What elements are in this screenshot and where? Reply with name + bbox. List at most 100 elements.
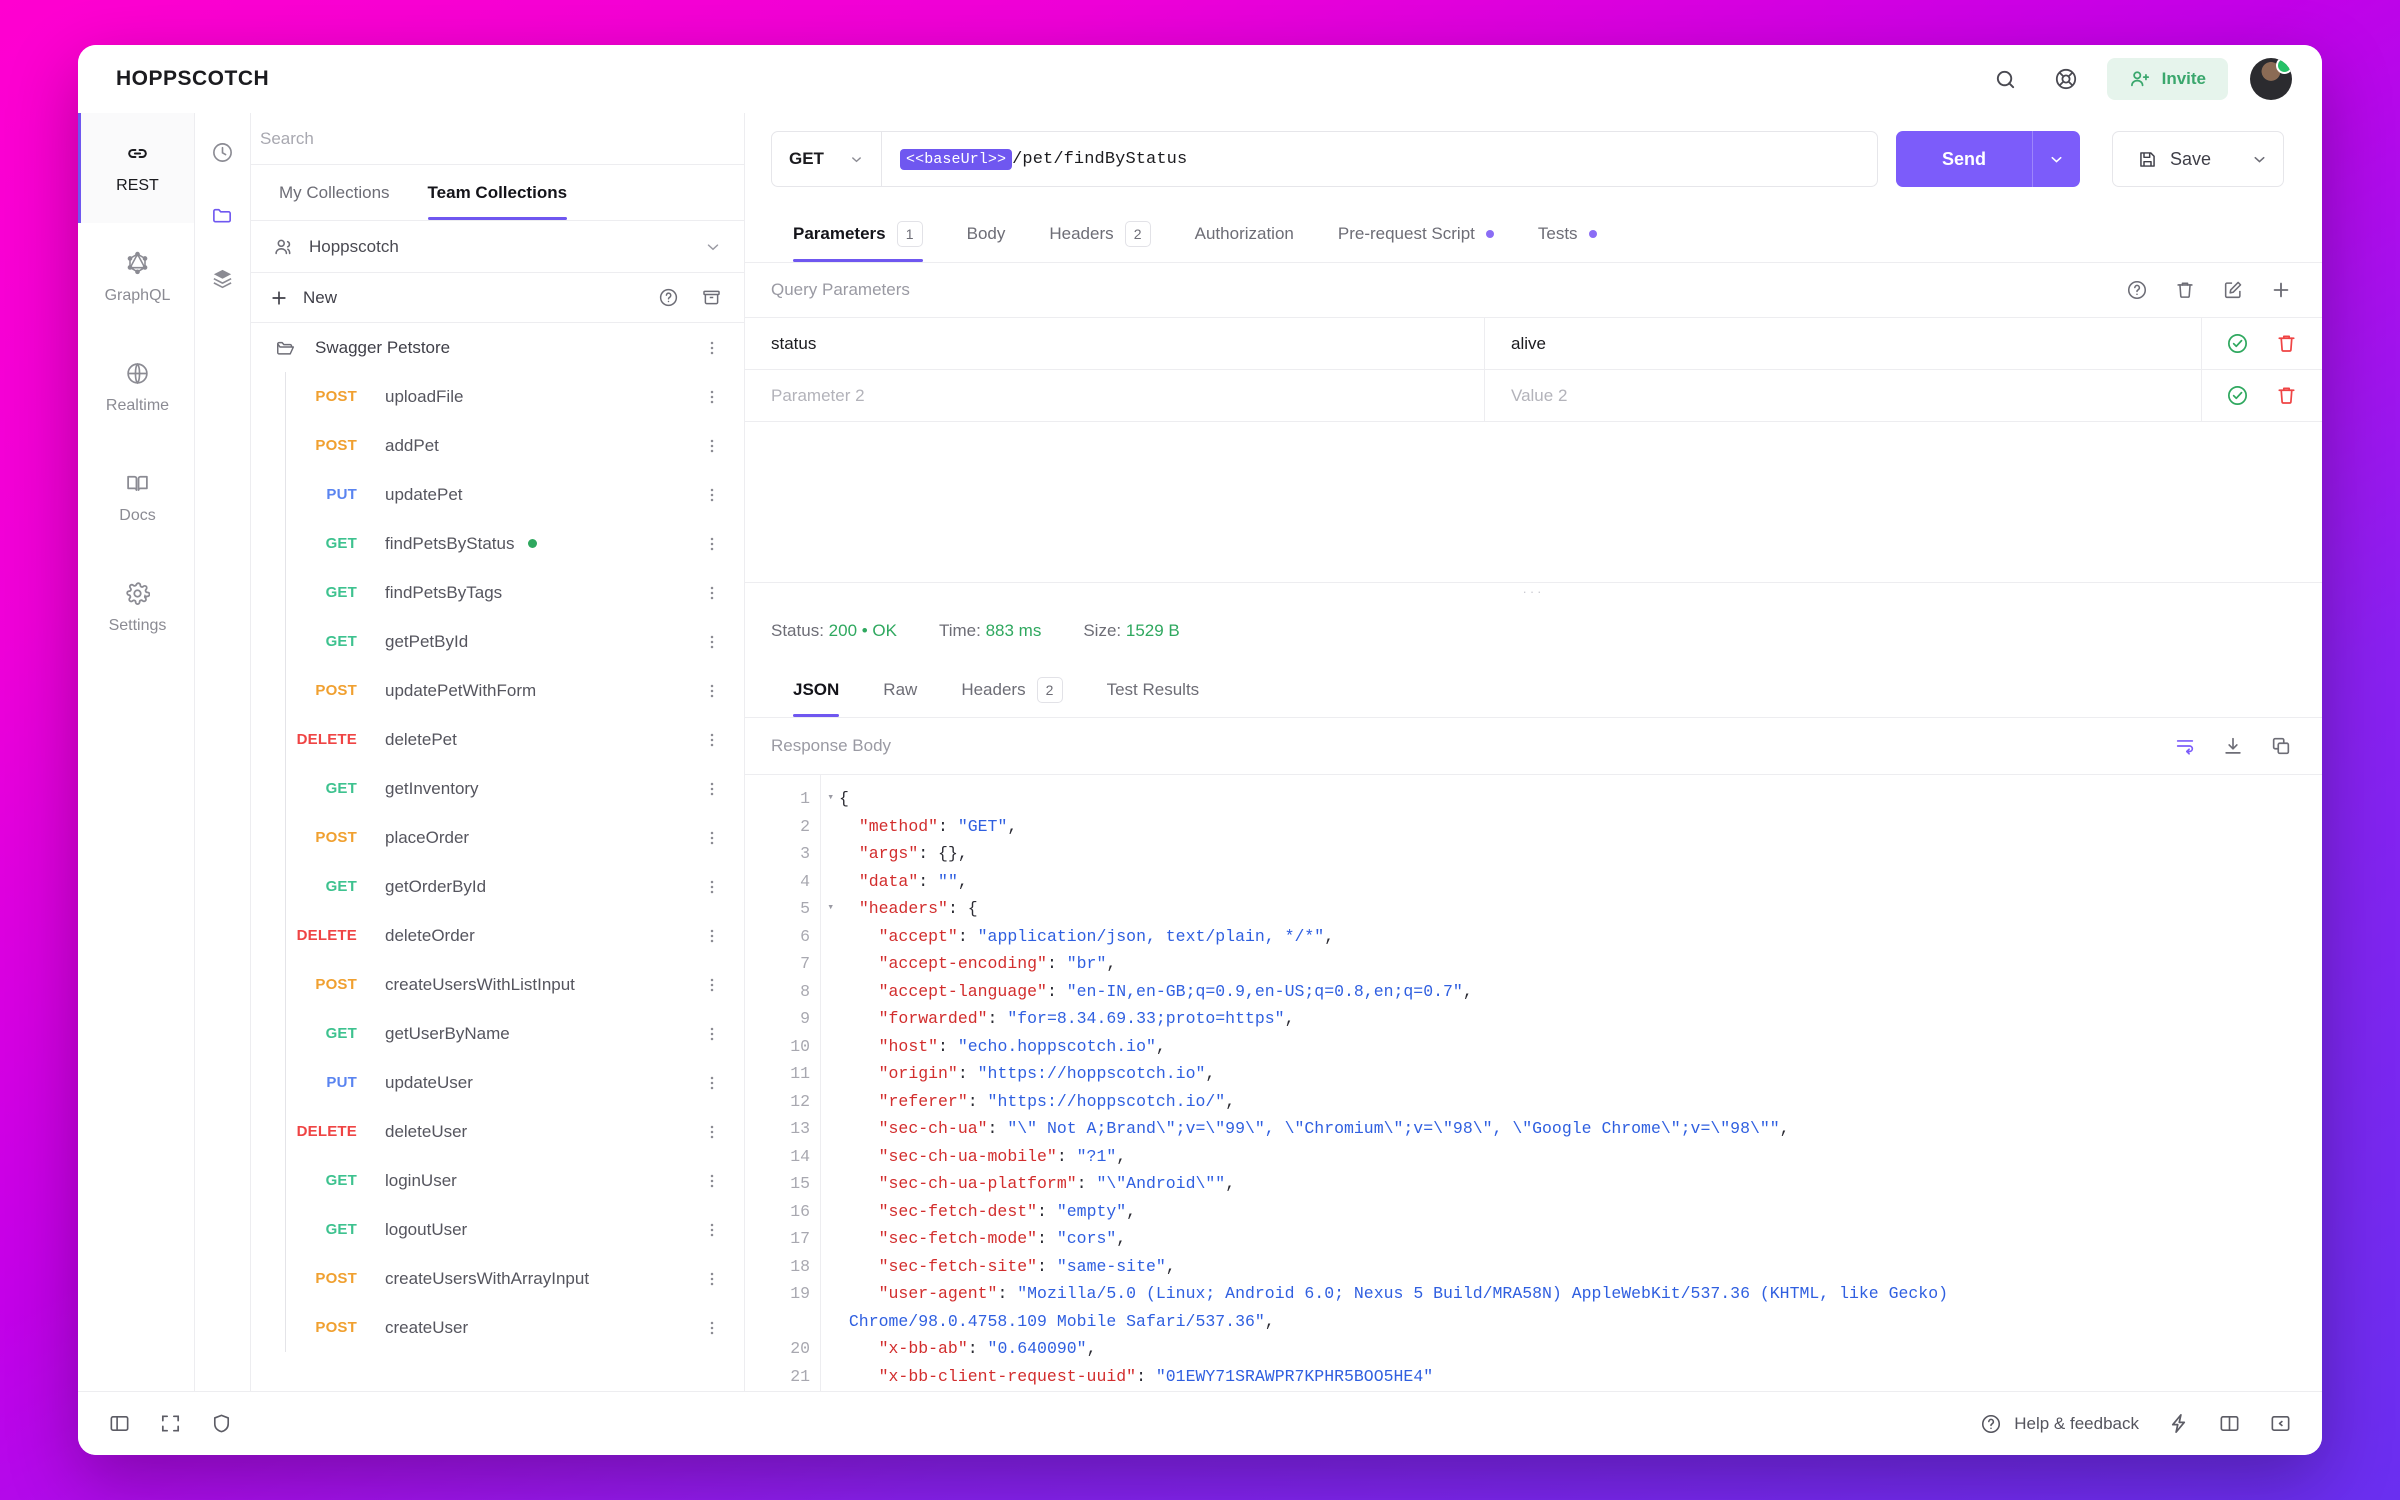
send-options-icon[interactable] (2031, 131, 2080, 187)
tab-authorization[interactable]: Authorization (1173, 205, 1316, 262)
request-list-item[interactable]: POST updatePetWithForm (285, 666, 744, 715)
delete-all-icon[interactable] (2174, 279, 2196, 301)
tab-my-collections[interactable]: My Collections (279, 182, 390, 202)
edit-icon[interactable] (2222, 279, 2244, 301)
sidebar-item-realtime[interactable]: Realtime (78, 333, 194, 443)
save-button[interactable]: Save (2113, 132, 2235, 186)
clock-icon[interactable] (211, 141, 234, 164)
sidebar-item-rest[interactable]: REST (78, 113, 194, 223)
more-options-icon[interactable] (702, 1220, 722, 1240)
request-list-item[interactable]: GET getUserByName (285, 1009, 744, 1058)
more-options-icon[interactable] (702, 632, 722, 652)
request-list-item[interactable]: PUT updateUser (285, 1058, 744, 1107)
more-options-icon[interactable] (702, 387, 722, 407)
more-options-icon[interactable] (702, 1073, 722, 1093)
help-circle-icon[interactable] (2126, 279, 2148, 301)
request-list-item[interactable]: GET getInventory (285, 764, 744, 813)
more-options-icon[interactable] (702, 1171, 722, 1191)
download-icon[interactable] (2222, 735, 2244, 757)
request-list-item[interactable]: GET loginUser (285, 1156, 744, 1205)
tab-body[interactable]: Body (945, 205, 1028, 262)
add-parameter-icon[interactable] (2270, 279, 2292, 301)
more-options-icon[interactable] (702, 436, 722, 456)
archive-icon[interactable] (701, 287, 722, 308)
fold-toggle-icon[interactable]: ▾ (827, 792, 834, 804)
more-options-icon[interactable] (702, 1318, 722, 1338)
request-list-item[interactable]: GET findPetsByStatus (285, 519, 744, 568)
parameter-value-input[interactable]: Value 2 (1485, 370, 2202, 421)
more-options-icon[interactable] (702, 779, 722, 799)
request-list-item[interactable]: POST placeOrder (285, 813, 744, 862)
tab-test-results[interactable]: Test Results (1085, 662, 1222, 717)
new-button[interactable]: New (303, 287, 338, 307)
toggle-parameter-icon[interactable] (2226, 384, 2249, 407)
delete-parameter-icon[interactable] (2275, 332, 2298, 355)
more-options-icon[interactable] (702, 681, 722, 701)
tab-team-collections[interactable]: Team Collections (409, 165, 587, 220)
parameter-key-input[interactable]: Parameter 2 (745, 370, 1485, 421)
more-options-icon[interactable] (702, 583, 722, 603)
sidebar-item-docs[interactable]: Docs (78, 443, 194, 553)
toggle-parameter-icon[interactable] (2226, 332, 2249, 355)
expand-icon[interactable] (159, 1412, 182, 1435)
request-list-item[interactable]: POST createUsersWithArrayInput (285, 1254, 744, 1303)
lightning-icon[interactable] (2167, 1412, 2190, 1435)
collection-folder-row[interactable]: Swagger Petstore (251, 323, 744, 372)
request-list-item[interactable]: DELETE deleteOrder (285, 911, 744, 960)
more-options-icon[interactable] (702, 975, 722, 995)
more-options-icon[interactable] (702, 828, 722, 848)
request-list-item[interactable]: GET logoutUser (285, 1205, 744, 1254)
search-icon[interactable] (1987, 60, 2025, 98)
layout-columns-icon[interactable] (2218, 1412, 2241, 1435)
tab-tests[interactable]: Tests (1516, 205, 1619, 262)
search-input[interactable] (260, 128, 744, 149)
request-list-item[interactable]: GET findPetsByTags (285, 568, 744, 617)
more-options-icon[interactable] (702, 1122, 722, 1142)
lifebuoy-icon[interactable] (2047, 60, 2085, 98)
more-options-icon[interactable] (702, 1269, 722, 1289)
layers-icon[interactable] (211, 267, 234, 290)
more-options-icon[interactable] (702, 485, 722, 505)
pane-splitter[interactable]: ··· (745, 582, 2322, 600)
response-code-viewer[interactable]: 1 ▾ 2 3 4 5 ▾ 6 7 8 9 10 11 12 13 14 15 16 17 18 19 20 21 { "… (745, 774, 2322, 1391)
tab-raw[interactable]: Raw (861, 662, 939, 717)
parameter-key-input[interactable]: status (745, 318, 1485, 369)
save-options-icon[interactable] (2235, 132, 2283, 186)
shield-icon[interactable] (210, 1412, 233, 1435)
team-selector[interactable]: Hoppscotch (251, 221, 744, 273)
tab-headers[interactable]: Headers 2 (1027, 205, 1172, 262)
collapse-right-icon[interactable] (2269, 1412, 2292, 1435)
more-options-icon[interactable] (702, 1024, 722, 1044)
request-list-item[interactable]: POST uploadFile (285, 372, 744, 421)
tab-json[interactable]: JSON (771, 662, 861, 717)
request-list-item[interactable]: PUT updatePet (285, 470, 744, 519)
url-input[interactable]: <<baseUrl>>/pet/findByStatus (882, 132, 1877, 186)
tab-pre-request-script[interactable]: Pre-request Script (1316, 205, 1516, 262)
method-select[interactable]: GET (772, 132, 882, 186)
avatar[interactable] (2250, 58, 2292, 100)
plus-icon[interactable] (269, 288, 289, 308)
copy-icon[interactable] (2270, 735, 2292, 757)
request-list-item[interactable]: DELETE deletePet (285, 715, 744, 764)
request-list-item[interactable]: GET getOrderById (285, 862, 744, 911)
more-options-icon[interactable] (702, 730, 722, 750)
tab-headers[interactable]: Headers 2 (939, 662, 1084, 717)
parameter-value-input[interactable]: alive (1485, 318, 2202, 369)
more-options-icon[interactable] (702, 877, 722, 897)
request-list-item[interactable]: DELETE deleteUser (285, 1107, 744, 1156)
delete-parameter-icon[interactable] (2275, 384, 2298, 407)
request-list-item[interactable]: POST createUsersWithListInput (285, 960, 744, 1009)
invite-button[interactable]: Invite (2106, 58, 2228, 100)
help-feedback-button[interactable]: Help & feedback (1980, 1413, 2139, 1435)
sidebar-item-settings[interactable]: Settings (78, 553, 194, 663)
more-options-icon[interactable] (702, 338, 722, 358)
send-button[interactable]: Send (1895, 131, 2032, 187)
sidebar-item-graphql[interactable]: GraphQL (78, 223, 194, 333)
sidebar-toggle-icon[interactable] (108, 1412, 131, 1435)
more-options-icon[interactable] (702, 534, 722, 554)
request-list-item[interactable]: POST addPet (285, 421, 744, 470)
tab-parameters[interactable]: Parameters 1 (771, 205, 945, 262)
more-options-icon[interactable] (702, 926, 722, 946)
help-circle-icon[interactable] (658, 287, 679, 308)
folder-icon[interactable] (211, 204, 234, 227)
